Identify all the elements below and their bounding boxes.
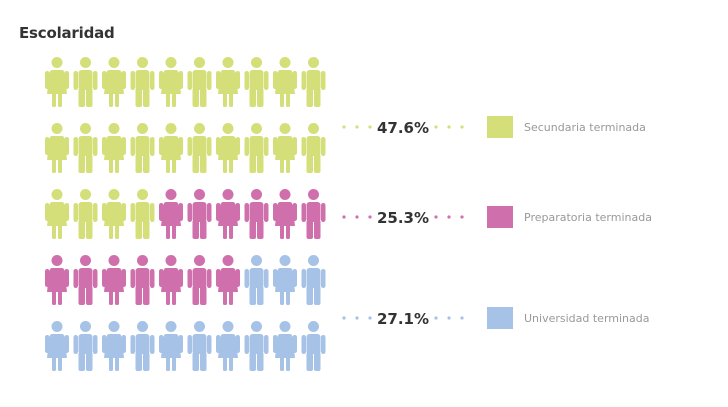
female-figure-icon	[159, 189, 183, 239]
female-figure-icon	[216, 57, 240, 107]
female-figure-icon	[159, 57, 183, 107]
male-figure-icon	[130, 57, 155, 107]
female-figure-icon	[273, 123, 297, 173]
page-title: Escolaridad	[19, 24, 115, 42]
male-figure-icon	[73, 189, 98, 239]
leader-dots-left	[342, 316, 372, 320]
female-figure-icon	[273, 57, 297, 107]
male-figure-icon	[301, 321, 326, 371]
legend-item-preparatoria: Preparatoria terminada	[487, 206, 652, 228]
legend-label: Universidad terminada	[524, 312, 650, 325]
legend-swatch	[487, 206, 513, 228]
male-figure-icon	[244, 321, 269, 371]
female-figure-icon	[102, 57, 126, 107]
female-figure-icon	[45, 255, 69, 305]
male-figure-icon	[73, 57, 98, 107]
male-figure-icon	[244, 189, 269, 239]
female-figure-icon	[45, 321, 69, 371]
male-figure-icon	[187, 321, 212, 371]
female-figure-icon	[159, 321, 183, 371]
legend-item-secundaria: Secundaria terminada	[487, 116, 646, 138]
male-figure-icon	[73, 321, 98, 371]
male-figure-icon	[187, 189, 212, 239]
male-figure-icon	[73, 255, 98, 305]
female-figure-icon	[216, 321, 240, 371]
female-figure-icon	[45, 123, 69, 173]
leader-dots-left	[342, 125, 372, 129]
pictogram-grid	[45, 57, 326, 371]
leader-dots-right	[434, 316, 464, 320]
female-figure-icon	[159, 123, 183, 173]
leader-dots-left	[342, 215, 372, 219]
male-figure-icon	[187, 123, 212, 173]
male-figure-icon	[244, 123, 269, 173]
male-figure-icon	[187, 255, 212, 305]
female-figure-icon	[273, 255, 297, 305]
leader-dots-right	[434, 215, 464, 219]
value-label: 25.3%	[377, 209, 429, 227]
value-labels: 47.6% 25.3% 27.1%	[342, 119, 464, 328]
female-figure-icon	[45, 57, 69, 107]
legend-label: Secundaria terminada	[524, 121, 646, 134]
male-figure-icon	[301, 57, 326, 107]
legend-swatch	[487, 307, 513, 329]
female-figure-icon	[216, 255, 240, 305]
value-label: 27.1%	[377, 310, 429, 328]
male-figure-icon	[244, 57, 269, 107]
female-figure-icon	[273, 321, 297, 371]
male-figure-icon	[301, 189, 326, 239]
male-figure-icon	[130, 321, 155, 371]
female-figure-icon	[102, 321, 126, 371]
female-figure-icon	[273, 189, 297, 239]
female-figure-icon	[102, 189, 126, 239]
female-figure-icon	[45, 189, 69, 239]
legend-label: Preparatoria terminada	[524, 211, 652, 224]
female-figure-icon	[102, 255, 126, 305]
legend-item-universidad: Universidad terminada	[487, 307, 650, 329]
male-figure-icon	[130, 123, 155, 173]
male-figure-icon	[301, 255, 326, 305]
male-figure-icon	[187, 57, 212, 107]
male-figure-icon	[130, 255, 155, 305]
female-figure-icon	[216, 189, 240, 239]
male-figure-icon	[73, 123, 98, 173]
legend: Secundaria terminada Preparatoria termina…	[487, 116, 652, 329]
leader-dots-right	[434, 125, 464, 129]
male-figure-icon	[130, 189, 155, 239]
legend-swatch	[487, 116, 513, 138]
male-figure-icon	[244, 255, 269, 305]
male-figure-icon	[301, 123, 326, 173]
female-figure-icon	[159, 255, 183, 305]
female-figure-icon	[216, 123, 240, 173]
value-label: 47.6%	[377, 119, 429, 137]
female-figure-icon	[102, 123, 126, 173]
